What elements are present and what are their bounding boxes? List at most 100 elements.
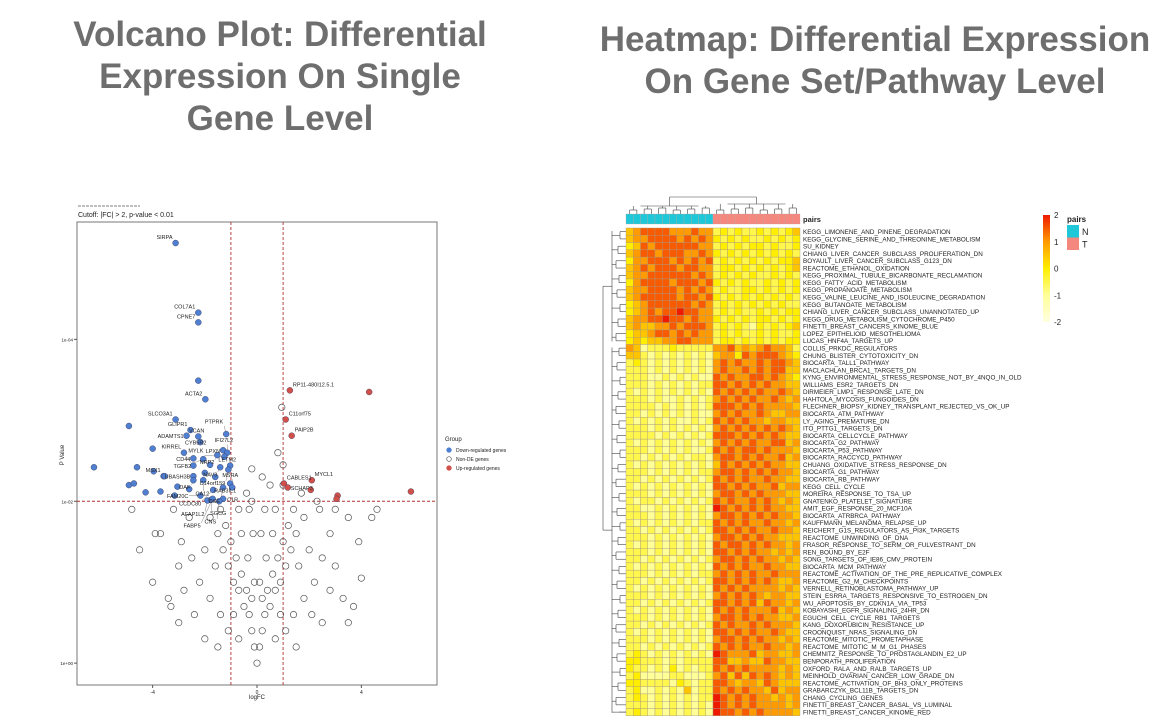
heatmap-cell xyxy=(712,438,721,447)
heatmap-cell xyxy=(712,606,721,615)
heatmap-cell xyxy=(720,438,728,447)
heatmap-cell xyxy=(756,315,764,323)
heatmap-cell xyxy=(763,577,772,585)
heatmap-cell xyxy=(785,591,793,600)
heatmap-cell xyxy=(691,402,699,411)
heatmap-cell xyxy=(698,497,706,505)
up-regulated-point xyxy=(307,486,314,494)
heatmap-cell xyxy=(640,533,648,542)
pathway-label: CHANG_CYCLING_GENES xyxy=(803,695,883,702)
heatmap-cell xyxy=(727,540,735,549)
heatmap-cell xyxy=(727,351,735,360)
heatmap-cell xyxy=(647,693,656,702)
heatmap-cell xyxy=(763,286,772,294)
heatmap-cell xyxy=(662,599,670,607)
heatmap-cell xyxy=(654,293,663,301)
heatmap-cell xyxy=(698,511,706,520)
heatmap-cell xyxy=(712,577,721,585)
heatmap-cell xyxy=(669,468,677,476)
heatmap-cell xyxy=(763,351,772,360)
pathway-label: REACTOME_MITOTIC_M_M_G1_PHASES xyxy=(803,644,926,651)
heatmap-cell xyxy=(676,337,685,345)
heatmap-cell xyxy=(683,329,692,338)
heatmap-cell xyxy=(741,417,750,425)
heatmap-cell xyxy=(727,577,735,585)
heatmap-cell xyxy=(676,366,685,374)
heatmap-cell xyxy=(683,533,692,542)
heatmap-cell xyxy=(727,497,735,505)
annotation-cell-N xyxy=(676,213,685,225)
heatmap-cell xyxy=(676,293,685,301)
heatmap-cell xyxy=(741,307,750,316)
heatmap-cell xyxy=(720,540,728,549)
heatmap-cell xyxy=(741,482,750,491)
non-de-point xyxy=(156,530,165,538)
heatmap-cell xyxy=(712,679,721,687)
heatmap-cell xyxy=(625,511,634,520)
heatmap-cell xyxy=(640,417,648,425)
heatmap-cell xyxy=(683,489,692,498)
heatmap-cell xyxy=(734,286,743,294)
annotation-cell-N xyxy=(654,213,663,225)
heatmap-cell xyxy=(691,562,699,571)
heatmap-cell xyxy=(785,271,793,280)
heatmap-cell xyxy=(756,679,764,687)
heatmap-cell xyxy=(662,475,670,483)
gene-label: SGCG xyxy=(210,511,226,517)
heatmap-cell xyxy=(712,635,721,644)
heatmap-cell xyxy=(640,584,648,593)
heatmap-cell xyxy=(727,599,735,607)
heatmap-cell xyxy=(720,628,728,636)
heatmap-cell xyxy=(792,395,801,403)
non-de-point xyxy=(248,497,256,505)
heatmap-cell xyxy=(756,599,764,607)
heatmap-cell xyxy=(669,555,677,564)
heatmap-cell xyxy=(625,286,634,294)
heatmap-cell xyxy=(763,591,772,600)
heatmap-cell xyxy=(676,387,685,396)
heatmap-cell xyxy=(633,468,641,476)
heatmap-cell xyxy=(712,453,721,462)
heatmap-cell xyxy=(691,424,699,433)
heatmap-cell xyxy=(720,300,728,309)
heatmap-cell xyxy=(640,562,648,571)
heatmap-cell xyxy=(763,679,772,687)
heatmap-cell xyxy=(625,329,634,338)
heatmap-cell xyxy=(792,380,801,389)
heatmap-cell xyxy=(698,271,706,280)
heatmap-cell xyxy=(654,424,663,433)
heatmap-cell xyxy=(785,417,793,425)
heatmap-cell xyxy=(749,315,757,323)
heatmap-cell xyxy=(669,482,677,491)
heatmap-cell xyxy=(683,409,692,418)
pathway-label: KYNG_ENVIRONMENTAL_STRESS_RESPONSE_NOT_B… xyxy=(803,375,1022,382)
heatmap-cell xyxy=(683,679,692,687)
heatmap-cell xyxy=(640,511,648,520)
pathway-label: STEIN_ESRRA_TARGETS_RESPONSIVE_TO_ESTROG… xyxy=(803,593,988,600)
heatmap-cell xyxy=(633,650,641,658)
heatmap-cell xyxy=(633,322,641,331)
heatmap-cell xyxy=(625,337,634,345)
heatmap-cell xyxy=(741,402,750,411)
heatmap-cell xyxy=(763,271,772,280)
heatmap-cell xyxy=(647,591,656,600)
heatmap-cell xyxy=(625,577,634,585)
heatmap-cell xyxy=(654,562,663,571)
heatmap-cell xyxy=(727,533,735,542)
legend-label: Up-regulated genes xyxy=(456,466,500,472)
heatmap-cell xyxy=(734,562,743,571)
heatmap-cell xyxy=(705,686,714,695)
heatmap-cell xyxy=(662,679,670,687)
heatmap-cell xyxy=(683,577,692,585)
heatmap-cell xyxy=(756,300,764,309)
heatmap-cell xyxy=(778,307,786,316)
heatmap-cell xyxy=(633,511,641,520)
heatmap-cell xyxy=(625,235,634,243)
heatmap-cell xyxy=(633,431,641,440)
heatmap-cell xyxy=(647,438,656,447)
heatmap-cell xyxy=(669,497,677,505)
heatmap-cell xyxy=(691,504,699,513)
heatmap-cell xyxy=(763,235,772,243)
heatmap-cell xyxy=(741,533,750,542)
heatmap-cell xyxy=(683,373,692,382)
